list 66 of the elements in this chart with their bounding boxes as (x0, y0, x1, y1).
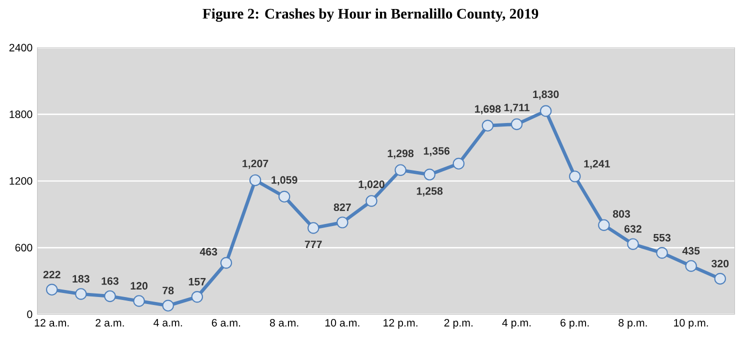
y-tick-label: 0 (27, 310, 32, 318)
point (598, 219, 610, 231)
data-label: 1,207 (242, 160, 268, 169)
data-label: 1,298 (388, 150, 414, 159)
y-tick-label: 600 (15, 244, 32, 252)
x-tick-label: 2 p.m. (444, 319, 472, 329)
data-label: 777 (304, 240, 322, 248)
x-tick-label: 6 p.m. (560, 319, 589, 329)
point (191, 291, 204, 303)
point (133, 295, 145, 307)
x-tick-label: 10 a.m. (325, 319, 360, 327)
x-tick-label: 4 a.m. (154, 319, 182, 326)
y-tick-label: 2400 (9, 44, 32, 52)
x-tick-label: 4 p.m. (502, 319, 531, 329)
point (220, 257, 232, 269)
point (394, 164, 406, 176)
point (685, 260, 697, 272)
data-label: 1,020 (358, 180, 384, 190)
point (656, 247, 668, 259)
point (162, 300, 174, 312)
x-tick-label: 6 a.m. (212, 319, 240, 327)
point (249, 174, 262, 186)
point (627, 238, 639, 250)
x-tick-label: 8 p.m. (618, 319, 647, 329)
point (75, 288, 87, 300)
x-tick-label: 2 a.m. (96, 319, 124, 327)
data-label: 1,241 (584, 160, 610, 170)
data-label: 157 (188, 278, 206, 286)
point (510, 118, 523, 130)
data-label: 78 (162, 286, 174, 294)
x-tick-label: 10 p.m. (674, 319, 708, 329)
x-tick-label: 8 a.m. (270, 319, 298, 327)
point (336, 216, 348, 228)
data-label: 1,711 (504, 104, 530, 113)
data-label: 320 (711, 260, 729, 268)
data-label: 222 (43, 270, 60, 278)
data-label: 183 (72, 275, 90, 283)
data-label: 1,258 (416, 187, 443, 196)
data-label: 553 (653, 234, 671, 242)
point (714, 272, 726, 285)
data-label: 827 (334, 204, 351, 212)
point (568, 170, 581, 182)
data-label: 803 (612, 210, 630, 218)
point (482, 120, 494, 132)
data-label: 1,698 (475, 105, 501, 114)
data-label: 1,356 (424, 147, 450, 156)
x-tick-label: 12 p.m. (384, 319, 418, 329)
y-tick-label: 1800 (10, 110, 32, 118)
point (540, 105, 552, 117)
data-label: 1,059 (272, 176, 298, 186)
point (366, 195, 378, 207)
point (308, 222, 320, 234)
data-label: 1,830 (533, 90, 559, 100)
data-label: 120 (130, 282, 148, 290)
point (46, 284, 58, 296)
point (452, 158, 465, 170)
point (424, 168, 436, 180)
chart-title: Figure 2: Crashes by Hour in Bernalillo County, 2019 (202, 8, 538, 22)
point (104, 290, 116, 302)
data-label: 163 (102, 277, 118, 285)
x-tick-label: 12 a.m. (34, 319, 69, 327)
y-tick-label: 1200 (10, 177, 32, 185)
data-label: 463 (200, 248, 218, 256)
data-label: 435 (682, 247, 700, 255)
data-label: 632 (624, 225, 642, 233)
point (278, 190, 290, 203)
